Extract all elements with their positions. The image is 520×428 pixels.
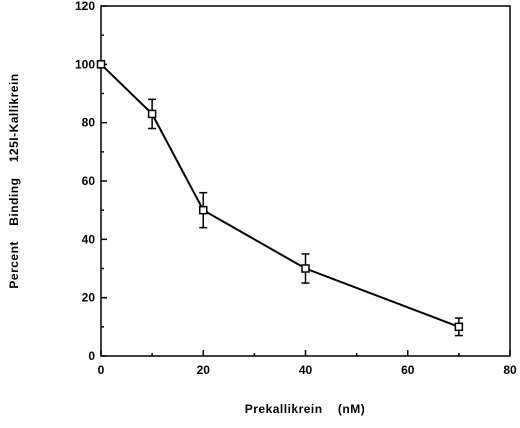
plot-frame [100,5,511,357]
data-point-marker [199,205,208,215]
y-tick-label: 80 [82,116,96,130]
x-axis-ticks: 0 20 40 60 80 [98,350,517,377]
y-tick-label: 20 [82,291,96,305]
data-series [96,60,464,337]
y-tick-label: 100 [75,57,95,71]
x-tick-label: 80 [503,363,517,377]
y-tick-label: 120 [75,0,95,13]
x-tick-label: 40 [299,363,313,377]
data-point-marker [96,60,106,69]
x-tick-label: 20 [197,363,211,377]
x-tick-label: 60 [401,363,415,377]
x-tick-label: 0 [98,363,105,377]
y-axis-ticks: 0 20 40 60 80 100 120 [75,0,107,363]
data-point-marker [454,322,464,332]
data-point-marker [301,264,310,273]
series-line [100,63,460,328]
y-tick-label: 0 [88,349,95,363]
data-point-marker [147,109,157,119]
y-tick-label: 40 [82,232,96,246]
x-axis-title: Prekallikrein (nM) [245,402,366,416]
y-tick-label: 60 [82,174,96,188]
y-axis-title: Percent Binding 125I-Kallikrein [7,73,21,288]
